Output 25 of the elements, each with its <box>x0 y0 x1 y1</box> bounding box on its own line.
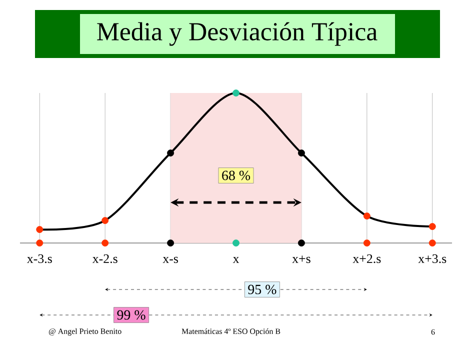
x-tick-label: x-3.s <box>26 254 52 264</box>
text: 99 % <box>117 310 146 320</box>
x-tick-label: x-s <box>162 256 178 264</box>
point <box>428 240 436 246</box>
point <box>167 150 174 156</box>
point <box>167 240 174 246</box>
point <box>36 226 44 233</box>
chart-title: Media y Desviación Típica <box>97 22 378 46</box>
point <box>363 240 370 246</box>
x-tick-label: x <box>232 256 240 263</box>
point <box>363 212 370 220</box>
point <box>102 217 109 224</box>
x-tick-label: x+3.s <box>418 254 446 264</box>
point <box>428 223 436 230</box>
annotation: 68 % <box>222 170 250 180</box>
point <box>298 150 305 156</box>
point <box>102 240 109 246</box>
point <box>232 240 240 246</box>
x-tick-label: x-2.s <box>92 254 118 264</box>
x-tick-label: x+2.s <box>352 254 381 264</box>
point <box>36 240 44 246</box>
point <box>232 90 240 96</box>
x-tick-label: x+s <box>292 256 310 264</box>
point <box>298 240 305 246</box>
text: 95 % <box>248 284 276 294</box>
